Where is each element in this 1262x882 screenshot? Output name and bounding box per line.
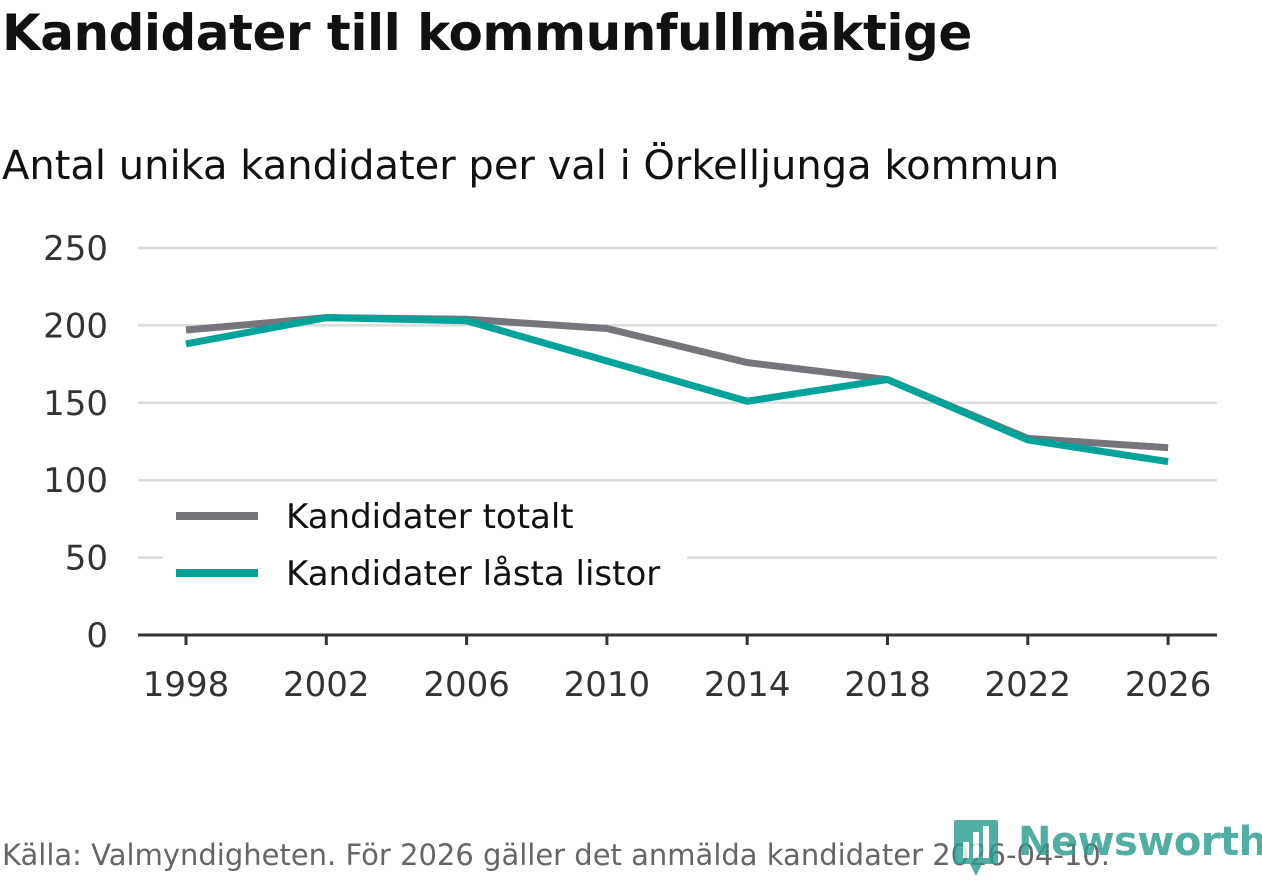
x-tick-label: 2006 [423, 665, 510, 705]
legend-label: Kandidater låsta listor [286, 554, 660, 594]
x-tick-label: 1998 [143, 665, 230, 705]
y-tick-label: 150 [43, 384, 108, 424]
x-tick-label: 2022 [985, 665, 1072, 705]
chart-subtitle: Antal unika kandidater per val i Örkellj… [2, 143, 1060, 189]
x-tick-label: 2014 [704, 665, 791, 705]
bar-chart-icon [952, 818, 1000, 876]
y-tick-label: 250 [43, 229, 108, 269]
y-tick-label: 100 [43, 461, 108, 501]
x-tick-label: 2002 [283, 665, 370, 705]
x-tick-label: 2010 [564, 665, 651, 705]
y-tick-label: 0 [86, 616, 108, 656]
legend-background [163, 492, 687, 602]
y-axis: 0 50 100 150 200 250 [43, 229, 108, 656]
newsworthy-logo: Newsworthy [952, 818, 1262, 876]
series-line [185, 314, 1169, 466]
x-tick-label: 2018 [844, 665, 931, 705]
y-tick-label: 200 [43, 306, 108, 346]
x-axis: 1998 2002 2006 2010 2014 2018 2022 2026 [138, 633, 1217, 705]
y-tick-label: 50 [65, 539, 108, 579]
source-note: Källa: Valmyndigheten. För 2026 gäller d… [2, 838, 1110, 872]
legend-label: Kandidater totalt [286, 497, 574, 537]
chart-title: Kandidater till kommunfullmäktige [2, 4, 972, 62]
brand-name: Newsworthy [1018, 819, 1262, 865]
x-tick-label: 2026 [1125, 665, 1212, 705]
legend: Kandidater totalt Kandidater låsta listor [176, 497, 660, 594]
series-lines [185, 314, 1169, 466]
